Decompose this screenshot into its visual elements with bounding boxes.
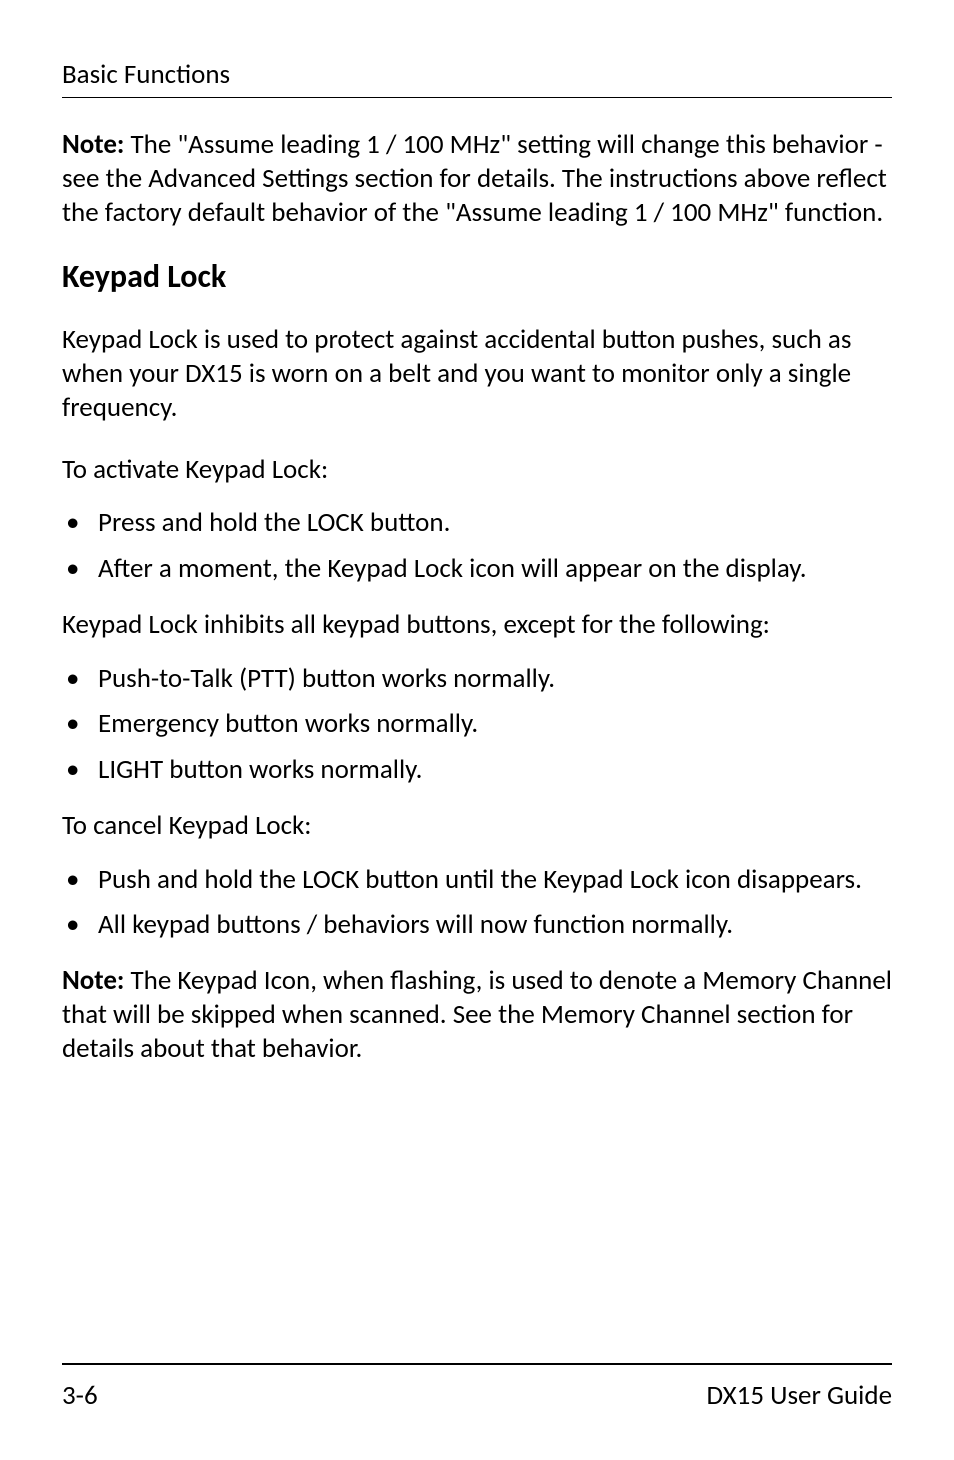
note-paragraph-1: Note: The "Assume leading 1 / 100 MHz" s… bbox=[62, 128, 892, 229]
note-text: The Keypad Icon, when flashing, is used … bbox=[62, 964, 892, 1065]
inhibit-lead: Keypad Lock inhibits all keypad buttons,… bbox=[62, 608, 892, 642]
page-number: 3-6 bbox=[62, 1379, 98, 1412]
list-item: Push and hold the LOCK button until the … bbox=[62, 863, 892, 897]
heading-keypad-lock: Keypad Lock bbox=[62, 257, 892, 297]
note-text: The "Assume leading 1 / 100 MHz" setting… bbox=[62, 128, 887, 229]
note-paragraph-2: Note: The Keypad Icon, when flashing, is… bbox=[62, 964, 892, 1065]
list-item: Emergency button works normally. bbox=[62, 707, 892, 741]
activate-list: Press and hold the LOCK button. After a … bbox=[62, 506, 892, 586]
list-item: Push-to-Talk (PTT) button works normally… bbox=[62, 662, 892, 696]
page-header: Basic Functions bbox=[62, 58, 892, 98]
note-label: Note: bbox=[62, 964, 124, 997]
cancel-list: Push and hold the LOCK button until the … bbox=[62, 863, 892, 943]
list-item: After a moment, the Keypad Lock icon wil… bbox=[62, 552, 892, 586]
list-item: Press and hold the LOCK button. bbox=[62, 506, 892, 540]
list-item: All keypad buttons / behaviors will now … bbox=[62, 908, 892, 942]
list-item: LIGHT button works normally. bbox=[62, 753, 892, 787]
cancel-lead: To cancel Keypad Lock: bbox=[62, 809, 892, 843]
inhibit-list: Push-to-Talk (PTT) button works normally… bbox=[62, 662, 892, 787]
doc-title: DX15 User Guide bbox=[706, 1379, 892, 1412]
section-title: Basic Functions bbox=[62, 58, 892, 91]
note-label: Note: bbox=[62, 128, 124, 161]
page-footer: 3-6 DX15 User Guide bbox=[62, 1363, 892, 1412]
activate-lead: To activate Keypad Lock: bbox=[62, 453, 892, 487]
intro-paragraph: Keypad Lock is used to protect against a… bbox=[62, 323, 892, 424]
page-content: Note: The "Assume leading 1 / 100 MHz" s… bbox=[62, 128, 892, 1363]
